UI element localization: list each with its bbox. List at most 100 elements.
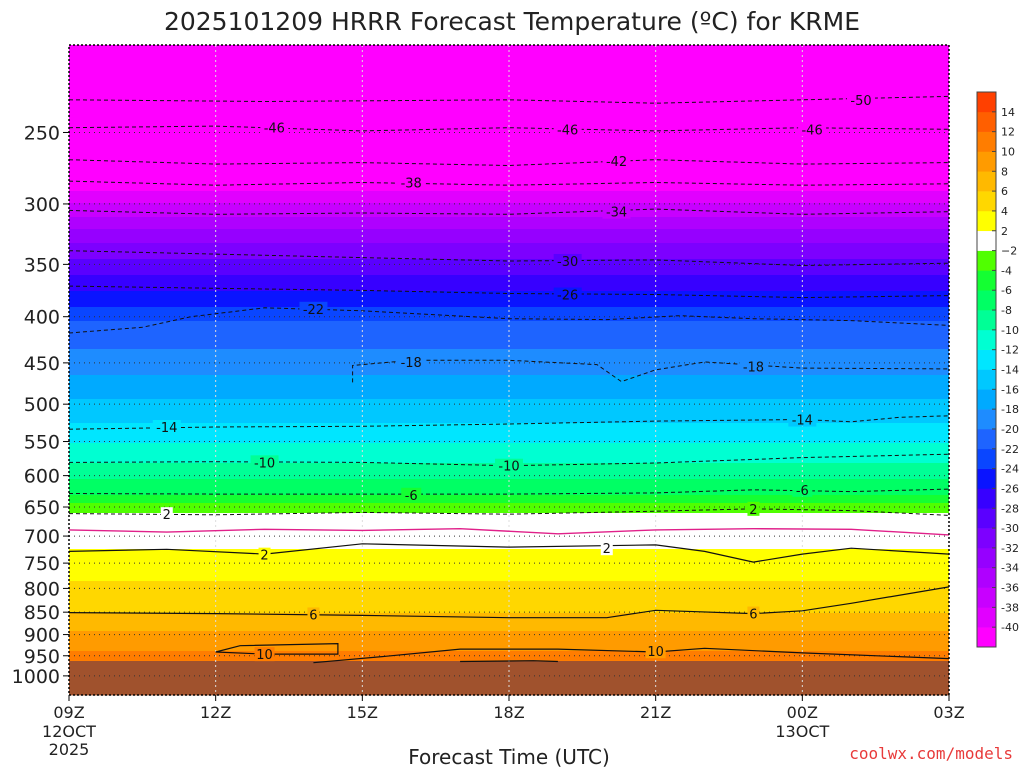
- fill-band: [69, 661, 949, 664]
- fill-band: [69, 643, 949, 646]
- fill-band: [69, 657, 949, 660]
- contour-label-bg: [739, 359, 768, 374]
- contour-label: -18: [743, 360, 764, 375]
- fill-band: [69, 453, 949, 456]
- contour-label: -18: [401, 356, 422, 371]
- contour-label: -14: [156, 421, 177, 436]
- pressure-axis: 2503003504004505005506006507007508008509…: [12, 122, 69, 688]
- colorbar-label: -14: [1001, 364, 1019, 377]
- fill-band: [69, 303, 949, 306]
- fill-band: [69, 367, 949, 370]
- fill-band: [69, 377, 949, 380]
- fill-band: [69, 691, 949, 694]
- fill-band: [69, 151, 949, 154]
- fill-band: [69, 341, 949, 344]
- fill-band: [69, 333, 949, 336]
- fill-band: [69, 527, 949, 530]
- fill-band: [69, 107, 949, 110]
- x-tick-label: 15Z: [347, 703, 378, 722]
- fill-band: [69, 157, 949, 160]
- fill-band: [69, 223, 949, 226]
- fill-band: [69, 313, 949, 316]
- y-tick-label: 700: [24, 526, 60, 548]
- fill-band: [69, 537, 949, 540]
- isotherm-dashed: [68, 415, 950, 430]
- fill-band: [69, 51, 949, 54]
- fill-band: [69, 183, 949, 186]
- fill-band: [69, 111, 949, 114]
- isotherm-dashed: [68, 508, 950, 516]
- fill-band: [69, 241, 949, 244]
- colorbar-label: -8: [1001, 304, 1012, 317]
- fill-band: [69, 523, 949, 526]
- colorbar-label: -26: [1001, 482, 1019, 495]
- fill-band: [69, 647, 949, 650]
- fill-band: [69, 257, 949, 260]
- isotherm-solid: [68, 586, 950, 619]
- contour-label: -46: [557, 123, 578, 138]
- colorbar-label: -34: [1001, 562, 1019, 575]
- fill-band: [69, 197, 949, 200]
- fill-band: [69, 363, 949, 366]
- y-tick-label: 550: [24, 432, 60, 454]
- fill-band: [69, 693, 949, 696]
- colorbar-label: −2: [1001, 245, 1017, 258]
- fill-band: [69, 53, 949, 56]
- isotherm-solid: [313, 647, 950, 664]
- contour-label: -10: [498, 460, 519, 475]
- colorbar-swatch: [977, 409, 996, 430]
- contour-label: 2: [603, 542, 611, 557]
- colorbar-label: -16: [1001, 383, 1019, 396]
- x-axis-label: Forecast Time (UTC): [408, 745, 610, 768]
- fill-band: [69, 437, 949, 440]
- y-tick-label: 450: [24, 353, 60, 375]
- fill-band: [69, 601, 949, 604]
- fill-band: [69, 71, 949, 74]
- fill-band: [69, 373, 949, 376]
- fill-band: [69, 681, 949, 684]
- fill-band: [69, 171, 949, 174]
- fill-band: [69, 383, 949, 386]
- fill-band: [69, 447, 949, 450]
- contour-label-bg: [747, 606, 760, 621]
- fill-band: [69, 451, 949, 454]
- fill-band: [69, 67, 949, 70]
- fill-band: [69, 201, 949, 204]
- fill-band: [69, 123, 949, 126]
- fill-band: [69, 641, 949, 644]
- fill-band: [69, 593, 949, 596]
- fill-band: [69, 603, 949, 606]
- fill-band: [69, 487, 949, 490]
- isotherm-dashed: [352, 359, 950, 383]
- x-tick-label: 00Z: [787, 703, 818, 722]
- y-tick-label: 950: [24, 646, 60, 668]
- isotherm-dashed: [68, 307, 950, 334]
- fill-band: [69, 653, 949, 656]
- fill-band: [69, 301, 949, 304]
- contour-label: -38: [401, 176, 422, 191]
- fill-band: [69, 117, 949, 120]
- fill-band: [69, 143, 949, 146]
- y-tick-label: 850: [24, 602, 60, 624]
- fill-band: [69, 331, 949, 334]
- fill-band: [69, 531, 949, 534]
- fill-band: [69, 577, 949, 580]
- fill-band: [69, 623, 949, 626]
- contour-label-bg: [397, 355, 426, 370]
- colorbar-swatch: [977, 250, 996, 271]
- y-tick-label: 400: [24, 307, 60, 329]
- colorbar-label: -12: [1001, 344, 1019, 357]
- fill-band: [69, 211, 949, 214]
- contour-label: 6: [309, 608, 317, 623]
- x-tick-date: 13OCT: [775, 722, 829, 741]
- fill-band: [69, 187, 949, 190]
- fill-band: [69, 323, 949, 326]
- fill-band: [69, 47, 949, 50]
- fill-band: [69, 327, 949, 330]
- colorbar-swatch: [977, 547, 996, 569]
- fill-band: [69, 141, 949, 144]
- isotherm-solid: [68, 543, 950, 563]
- contour-label: -6: [796, 484, 809, 499]
- colorbar-label: 6: [1001, 185, 1008, 198]
